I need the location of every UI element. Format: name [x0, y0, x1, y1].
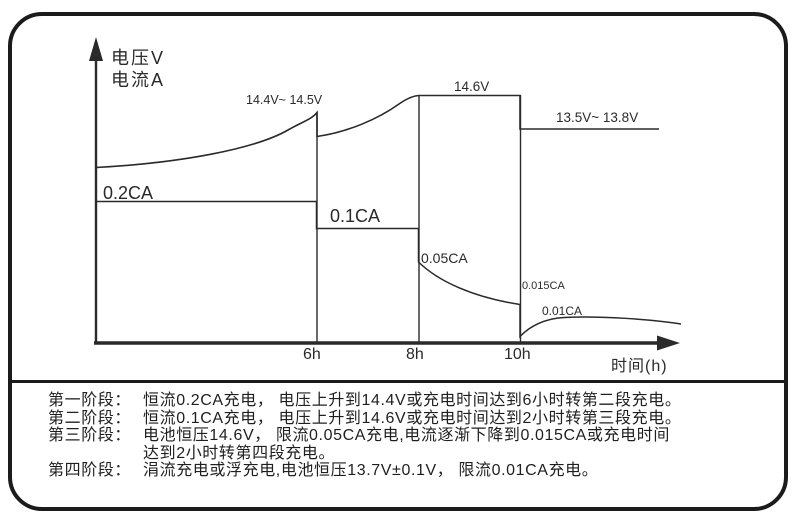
- stage3-text-line2: 达到2小时转第四段充电。: [143, 444, 336, 462]
- annotation-current-stage2: 0.1CA: [330, 206, 381, 226]
- annotation-current-stage3: 0.05CA: [421, 250, 468, 266]
- stage1-text: 恒流0.2CA充电， 电压上升到14.4V或充电时间达到6小时转第二段充电。: [143, 392, 682, 409]
- stage1-label: 第一阶段：: [48, 392, 132, 409]
- stage2-row: 第二阶段： 恒流0.1CA充电， 电压上升到14.6V或充电时间达到2小时转第三…: [48, 410, 760, 428]
- stage3-row: 第三阶段： 电池恒压14.6V， 限流0.05CA充电,电流逐渐下降到0.015…: [48, 427, 760, 462]
- stage-descriptions: 第一阶段： 恒流0.2CA充电， 电压上升到14.4V或充电时间达到6小时转第二…: [48, 392, 760, 480]
- annotation-voltage-float: 13.5V~ 13.8V: [556, 110, 639, 125]
- x-tick-10h: 10h: [504, 346, 531, 363]
- voltage-curve: [95, 94, 659, 169]
- stage3-label: 第三阶段：: [48, 427, 132, 445]
- annotation-current-stage1: 0.2CA: [103, 183, 154, 203]
- stage2-label: 第二阶段：: [48, 409, 132, 427]
- annotation-current-stage4: 0.01CA: [542, 304, 583, 318]
- outer-rounded-border: [8, 12, 788, 511]
- x-axis-arrow-icon: [657, 335, 680, 351]
- stage3-text: 电池恒压14.6V， 限流0.05CA充电,电流逐渐下降到0.015CA或充电时…: [143, 427, 760, 462]
- stage2-text: 恒流0.1CA充电， 电压上升到14.6V或充电时间达到2小时转第三段充电。: [143, 409, 682, 427]
- stage4-text: 涓流充电或浮充电,电池恒压13.7V±0.1V， 限流0.01CA充电。: [143, 462, 599, 480]
- current-curve: [96, 200, 682, 339]
- chart-text-divider-line: [10, 380, 786, 383]
- annotation-current-stage3-end: 0.015CA: [522, 280, 565, 292]
- annotation-voltage-peak1: 14.4V~ 14.5V: [246, 93, 323, 107]
- x-tick-8h: 8h: [406, 346, 424, 363]
- stage4-row: 第四阶段： 涓流充电或浮充电,电池恒压13.7V±0.1V， 限流0.01CA充…: [48, 462, 760, 480]
- annotation-voltage-peak2: 14.6V: [454, 79, 490, 94]
- x-axis-label-time: 时间(h): [611, 358, 668, 375]
- stage3-text-line1: 电池恒压14.6V， 限流0.05CA充电,电流逐渐下降到0.015CA或充电时…: [143, 427, 670, 445]
- y-axis-label-voltage: 电压V: [111, 48, 166, 68]
- stage1-row: 第一阶段： 恒流0.2CA充电， 电压上升到14.4V或充电时间达到6小时转第二…: [48, 392, 760, 410]
- y-axis-label-current: 电流A: [111, 70, 166, 90]
- x-tick-6h: 6h: [303, 346, 321, 363]
- y-axis-arrow-icon: [89, 37, 103, 61]
- stage4-label: 第四阶段：: [48, 462, 132, 480]
